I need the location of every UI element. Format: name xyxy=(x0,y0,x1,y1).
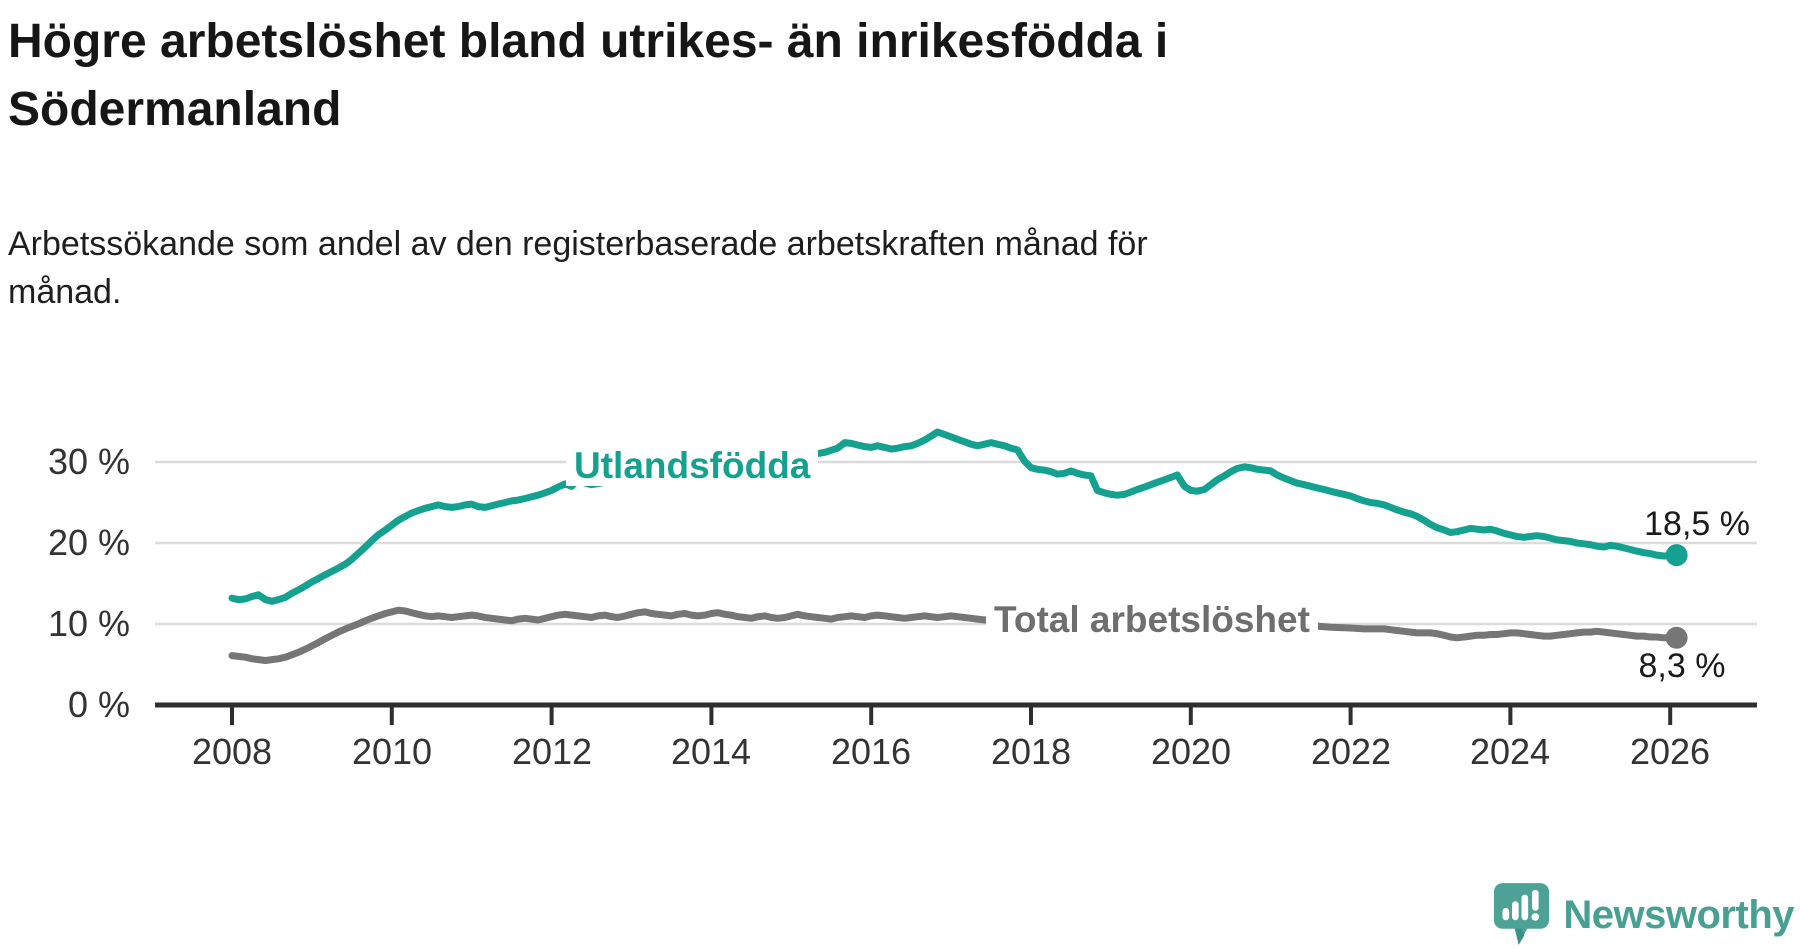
newsworthy-logo: Newsworthy xyxy=(1493,882,1794,948)
series-label-utlandsfodda: Utlandsfödda xyxy=(566,446,819,486)
series-end-dot-total xyxy=(1665,626,1688,649)
end-value-label-total: 8,3 % xyxy=(1638,647,1726,685)
y-axis-label-20: 20 % xyxy=(47,522,130,563)
chart-subtitle-line-2: månad. xyxy=(8,273,122,311)
x-axis-label-2020: 2020 xyxy=(1150,731,1232,772)
newsworthy-wordmark: Newsworthy xyxy=(1563,892,1794,937)
y-axis-label-10: 10 % xyxy=(47,603,130,644)
x-axis-label-2008: 2008 xyxy=(191,731,273,772)
chart-subtitle-line-1: Arbetssökande som andel av den registerb… xyxy=(8,225,1148,263)
x-axis-label-2026: 2026 xyxy=(1629,731,1711,772)
speech-bubble-bar-chart-icon xyxy=(1494,883,1550,945)
y-axis-label-0: 0 % xyxy=(67,684,130,725)
x-axis-label-2012: 2012 xyxy=(511,731,593,772)
page-title-line-1: Högre arbetslöshet bland utrikes- än inr… xyxy=(8,15,1169,68)
x-axis-label-2010: 2010 xyxy=(351,731,433,772)
page-title-line-2: Södermanland xyxy=(8,83,342,136)
x-axis-label-2024: 2024 xyxy=(1469,731,1551,772)
end-value-label-utlandsfodda: 18,5 % xyxy=(1644,505,1750,543)
x-axis-label-2018: 2018 xyxy=(990,731,1072,772)
x-axis-label-2016: 2016 xyxy=(830,731,912,772)
x-axis-label-2022: 2022 xyxy=(1310,731,1392,772)
page-title: Högre arbetslöshet bland utrikes- än inr… xyxy=(8,8,1168,144)
y-axis-label-30: 30 % xyxy=(47,441,130,482)
series-end-dot-utlandsfodda xyxy=(1665,544,1688,567)
series-line-total xyxy=(228,606,1681,664)
chart-subtitle: Arbetssökande som andel av den registerb… xyxy=(8,220,1148,316)
series-label-total-arbetsloshet: Total arbetslöshet xyxy=(986,600,1318,640)
series-line-utlandsfodda xyxy=(228,428,1681,605)
x-axis-label-2014: 2014 xyxy=(670,731,752,772)
